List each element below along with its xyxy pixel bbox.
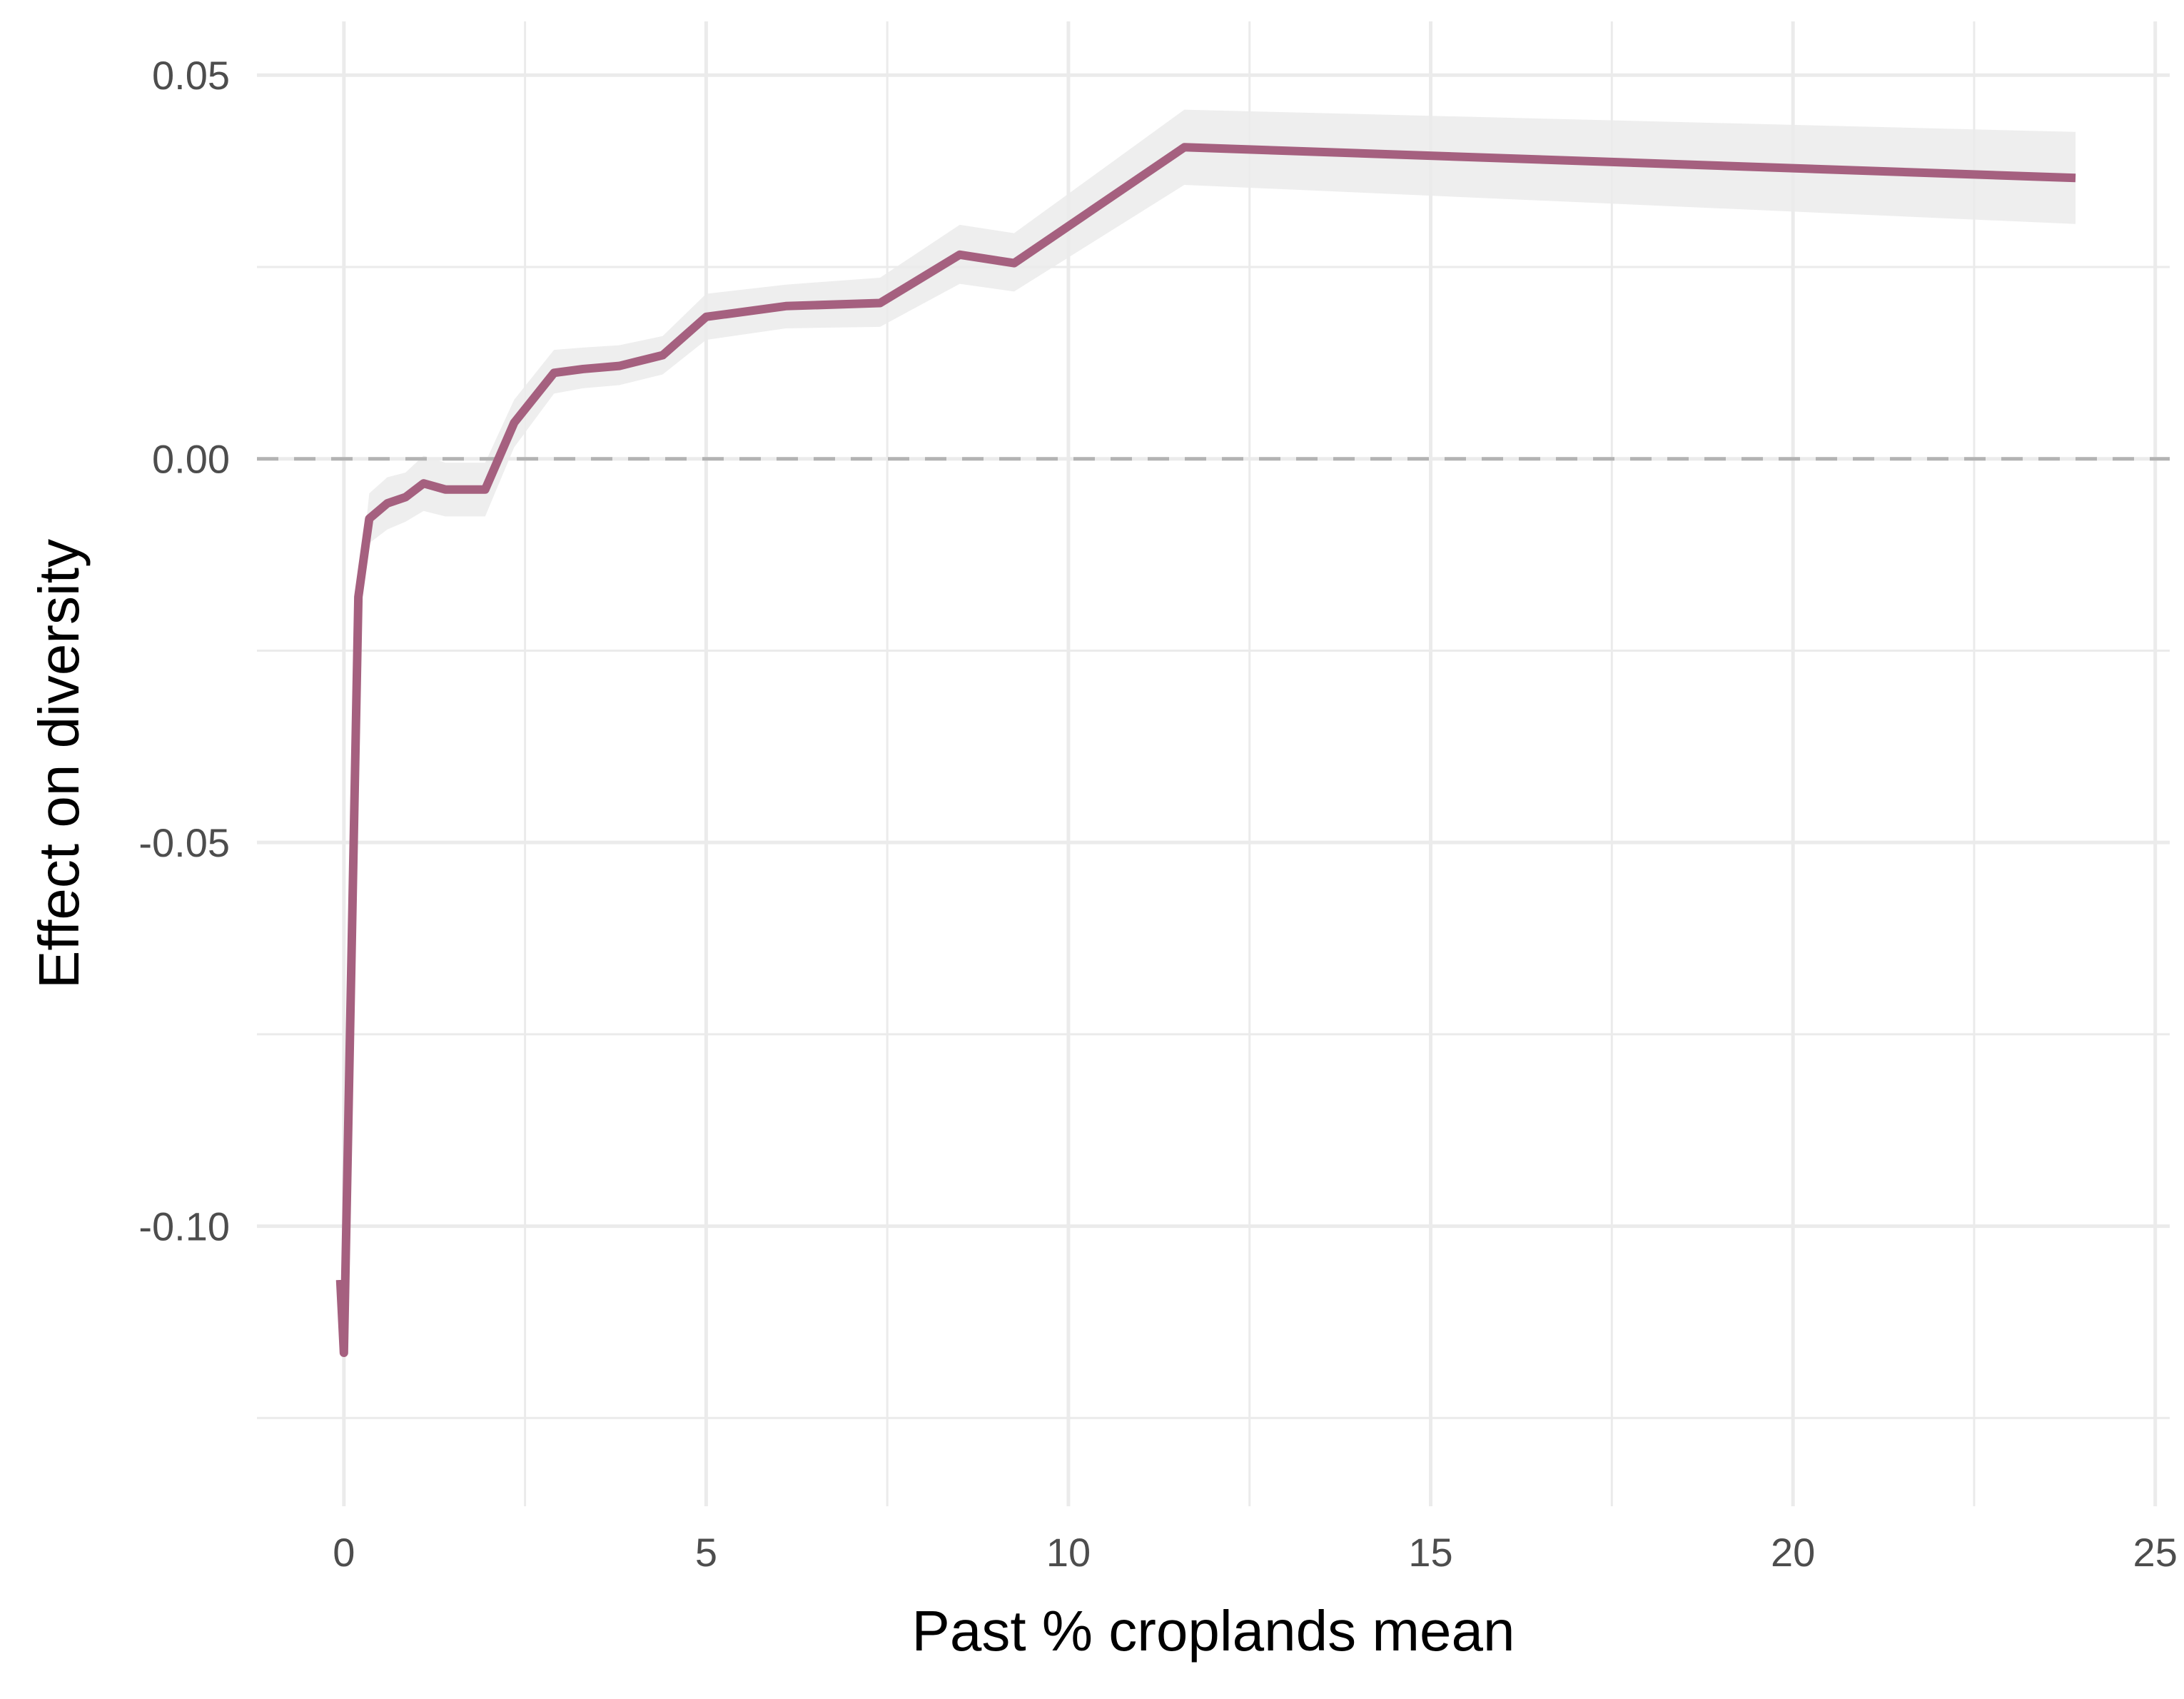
x-tick-label-4: 20 [1771,1530,1815,1575]
x-tick-label-3: 15 [1408,1530,1452,1575]
effect-lines [335,143,2076,1358]
y-tick-label-1: -0.05 [138,820,230,865]
major-gridlines [257,21,2170,1506]
y-tick-label-0: -0.10 [138,1204,230,1249]
minor-gridlines [257,21,2170,1506]
x-tick-labels: 0 5 10 15 20 25 [333,1530,2178,1575]
confidence-bands [340,109,2076,1353]
y-tick-label-2: 0.00 [152,437,230,482]
x-tick-label-5: 25 [2133,1530,2178,1575]
x-tick-label-2: 10 [1046,1530,1091,1575]
x-axis-title: Past % croplands mean [912,1599,1515,1663]
confidence-band-0 [340,109,2076,1353]
y-tick-label-3: 0.05 [152,53,230,98]
y-tick-labels: -0.10 -0.05 0.00 0.05 [138,53,230,1249]
y-axis-title: Effect on diversity [27,539,91,989]
x-tick-label-0: 0 [333,1530,355,1575]
effect-line-0 [335,143,2076,1358]
x-tick-label-1: 5 [695,1530,717,1575]
